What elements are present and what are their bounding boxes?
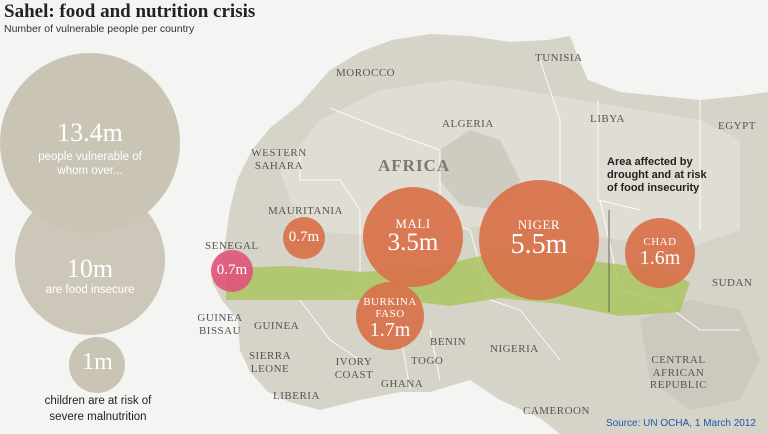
bubble-label-niger: NIGER 5.5m <box>494 218 584 259</box>
bubble-name-mali: MALI <box>395 216 431 231</box>
label-liberia: LIBERIA <box>273 390 320 402</box>
summary-circle-mid <box>15 185 165 335</box>
bubble-value-burkina: 1.7m <box>369 319 411 342</box>
label-ghana: GHANA <box>381 378 424 390</box>
label-benin: BENIN <box>430 336 467 348</box>
bubble-label-mali: MALI 3.5m <box>373 217 453 255</box>
summary-circle-big <box>0 53 180 233</box>
bubble-niger <box>479 180 599 300</box>
summary-small-value: 1m <box>82 349 113 375</box>
label-central-african-republic: CENTRAL AFRICAN REPUBLIC <box>649 354 708 392</box>
label-tunisia: TUNISIA <box>535 52 583 64</box>
bubble-senegal <box>211 250 253 292</box>
summary-mid-text: 10m are food insecure <box>30 254 150 296</box>
bubble-label-burkina: BURKINA FASO 1.7m <box>358 296 422 340</box>
label-mauritania: MAURITANIA <box>268 205 344 217</box>
label-togo: TOGO <box>411 355 444 367</box>
label-senegal: SENEGAL <box>205 240 259 252</box>
source-credit: Source: UN OCHA, 1 March 2012 <box>605 418 756 429</box>
label-cameroon: CAMEROON <box>523 405 590 417</box>
map-subtitle: Number of vulnerable people per country <box>4 23 195 35</box>
label-algeria: ALGERIA <box>442 118 494 130</box>
map-title: Sahel: food and nutrition crisis <box>4 1 256 22</box>
bubble-mauritania <box>283 217 325 259</box>
summary-big-text: 13.4m people vulnerable of whom over... <box>20 118 160 179</box>
bubble-value-senegal: 0.7m <box>216 262 248 278</box>
bubble-value-mali: 3.5m <box>387 229 439 256</box>
label-guinea-bissau: GUINEA BISSAU <box>197 312 243 337</box>
label-guinea: GUINEA <box>254 320 300 332</box>
bubble-value-niger: 5.5m <box>510 229 568 260</box>
label-sudan: SUDAN <box>712 277 753 289</box>
bubble-value-chad: 1.6m <box>639 247 681 269</box>
label-sierra-leone: SIERRA LEONE <box>248 350 292 375</box>
summary-big-caption: people vulnerable of whom over... <box>38 151 142 178</box>
summary-small-caption: children are at risk of severe malnutrit… <box>44 395 152 423</box>
continent-label: AFRICA <box>378 156 451 175</box>
summary-mid-value: 10m <box>66 254 114 283</box>
label-western-sahara: WESTERN SAHARA <box>251 147 307 172</box>
summary-mid-caption: are food insecure <box>45 284 135 296</box>
label-nigeria: NIGERIA <box>490 343 539 355</box>
bubble-value-mauritania: 0.7m <box>288 229 320 245</box>
bubble-chad <box>625 218 695 288</box>
label-ivory-coast: IVORY COAST <box>334 356 374 381</box>
bubble-mali <box>363 187 463 287</box>
summary-circle-small <box>69 337 125 393</box>
drought-area-note: Area affected by drought and at risk of … <box>607 156 707 195</box>
bubble-name-niger: NIGER <box>517 217 561 232</box>
bubble-name-burkina: BURKINA FASO <box>363 296 417 321</box>
mountains-shading <box>640 300 760 410</box>
bubble-name-chad: CHAD <box>643 236 677 248</box>
label-libya: LIBYA <box>590 113 625 125</box>
highlands-shading <box>440 130 520 210</box>
label-morocco: MOROCCO <box>336 67 396 79</box>
label-egypt: EGYPT <box>718 120 756 132</box>
summary-big-value: 13.4m <box>57 118 123 147</box>
bubble-burkina-faso <box>356 282 424 350</box>
bubble-label-chad: CHAD 1.6m <box>630 236 690 269</box>
